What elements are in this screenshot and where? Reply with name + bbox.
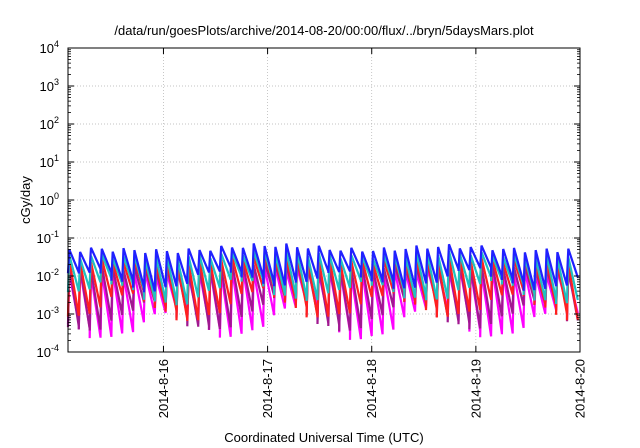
y-tick-label: 102 [40, 115, 59, 132]
x-tick-label: 2014-8-17 [260, 359, 275, 418]
y-tick-label: 104 [40, 39, 59, 56]
x-tick-labels: 2014-8-16 2014-8-17 2014-8-18 2014-8-19 2014… [156, 359, 588, 418]
y-tick-label: 10-4 [37, 343, 59, 360]
x-tick-label: 2014-8-16 [156, 359, 171, 418]
y-tick-label: 103 [40, 77, 59, 94]
chart-title: /data/run/goesPlots/archive/2014-08-20/0… [114, 23, 534, 38]
y-axis-title: cGy/day [18, 176, 33, 224]
y-tick-label: 10-2 [37, 267, 59, 284]
y-tick-label: 10-1 [37, 229, 59, 246]
series-line [66, 243, 579, 293]
x-axis-title: Coordinated Universal Time (UTC) [224, 430, 423, 445]
y-tick-label: 100 [40, 191, 59, 208]
axis-ticks [68, 47, 581, 353]
y-tick-labels: 10-4 10-3 10-2 10-1 100 101 102 103 104 [37, 39, 59, 360]
y-tick-label: 101 [40, 153, 59, 170]
x-tick-label: 2014-8-19 [468, 359, 483, 418]
series-layer [66, 243, 579, 340]
x-tick-label: 2014-8-20 [573, 359, 588, 418]
y-tick-label: 10-3 [37, 305, 59, 322]
x-tick-label: 2014-8-18 [364, 359, 379, 418]
